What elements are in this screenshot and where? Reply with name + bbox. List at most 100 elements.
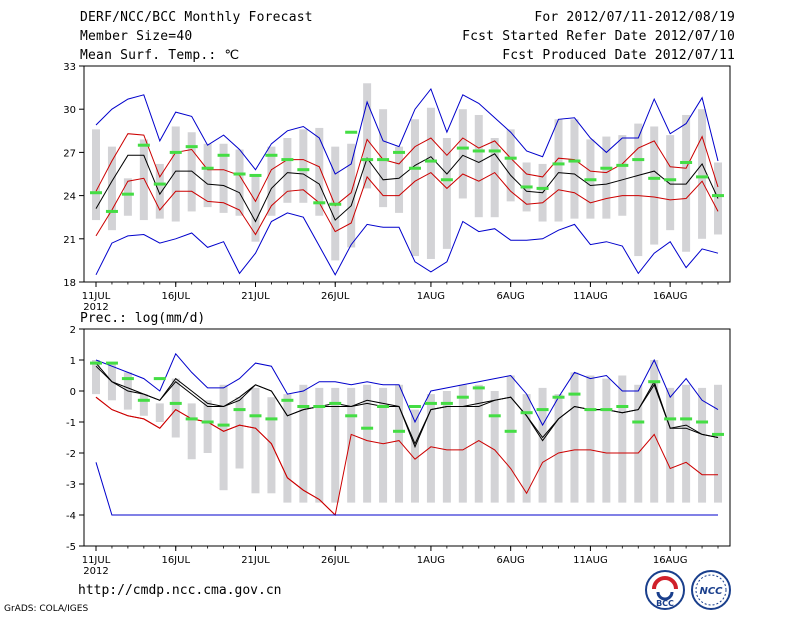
prec-spread-box (187, 403, 196, 460)
prec-panel: -5 -4 -3 -2 -1 0 1 2 11JUL 16JUL 21JUL 26JUL 1AUG 6AU… (66, 311, 731, 577)
prec-spread-box (283, 394, 292, 503)
temp-ensemble-mean-marker (520, 185, 533, 189)
prec-ensemble-mean-marker (632, 420, 645, 424)
prec-spread-box (299, 384, 308, 503)
chart-title: DERF/NCC/BCC Monthly Forecast (80, 10, 313, 25)
temp-ensemble-mean-marker (105, 209, 118, 213)
temp-ensemble-mean-marker (313, 201, 326, 205)
temp-spread-box (107, 146, 116, 231)
temp-spread-box (426, 107, 435, 259)
ncc-logo: NCC (690, 569, 732, 611)
prec-spread-box (363, 384, 372, 503)
temp-spread-box (203, 143, 212, 208)
prec-series-min (95, 462, 718, 516)
fcst-started-date: Fcst Started Refer Date 2012/07/10 (462, 29, 735, 44)
temp-ytick-label: 21 (63, 235, 76, 246)
prec-ensemble-mean-marker (121, 377, 134, 381)
prec-ensemble-mean-marker (472, 386, 485, 390)
prec-ensemble-mean-marker (233, 408, 246, 412)
temp-ensemble-mean-marker (568, 159, 581, 163)
temp-ensemble-mean-marker (456, 146, 469, 150)
temp-spread-box (570, 119, 579, 219)
temp-spread-box (474, 114, 483, 218)
prec-spread-box (92, 360, 100, 395)
prec-spread-box (586, 375, 595, 503)
prec-spread-box (235, 397, 244, 469)
ncc-logo-text: NCC (699, 586, 723, 597)
prec-ensemble-mean-marker (584, 408, 597, 412)
temp-ytick-label: 33 (63, 62, 76, 73)
bcc-logo-text: BCC (656, 599, 674, 608)
prec-ensemble-mean-marker (105, 361, 118, 365)
prec-spread-box (506, 375, 515, 503)
temp-ensemble-mean-marker (169, 150, 182, 154)
temp-xtick-label: 6AUG (497, 291, 525, 302)
temp-ytick-label: 18 (63, 278, 76, 289)
prec-spread-box (682, 384, 691, 503)
temp-ensemble-mean-marker (121, 192, 134, 196)
prec-spread-box (331, 387, 340, 503)
temp-ensemble-mean-marker (201, 166, 214, 170)
temp-ensemble-mean-marker (185, 145, 198, 149)
prec-spread-box (666, 387, 675, 503)
prec-ensemble-mean-marker (680, 417, 693, 421)
footer-url[interactable]: http://cmdp.ncc.cma.gov.cn (78, 583, 282, 598)
fcst-produced-date: Fcst Produced Date 2012/07/11 (502, 48, 735, 63)
prec-ensemble-mean-marker (552, 395, 565, 399)
temp-spread-box (490, 138, 499, 218)
temp-spread-box (235, 149, 244, 216)
temp-spread-box (299, 129, 308, 203)
prec-ytick-label: -4 (66, 511, 76, 522)
prec-ensemble-mean-marker (281, 398, 294, 402)
temp-xtick-label: 11JUL (82, 291, 111, 302)
temp-spread-box (410, 119, 419, 257)
prec-ytick-label: -3 (66, 480, 76, 491)
temp-spread-box (602, 136, 611, 219)
prec-ytick-label: 2 (70, 325, 76, 336)
prec-spread-box (395, 384, 404, 503)
temp-year-label: 2012 (83, 302, 108, 313)
temp-spread-box (506, 129, 515, 202)
prec-spread-box (474, 384, 483, 503)
temp-ensemble-mean-marker (488, 149, 501, 153)
prec-xtick-label: 21JUL (241, 555, 270, 566)
prec-spread-box (634, 384, 643, 503)
temp-series-upper (95, 133, 719, 207)
prec-ytick-label: -2 (66, 449, 76, 460)
prec-spread-box (347, 387, 356, 503)
prec-series-max (95, 352, 719, 427)
prec-ensemble-mean-marker (345, 414, 358, 418)
temp-ensemble-mean-marker (600, 166, 613, 170)
prec-ensemble-mean-marker (249, 414, 262, 418)
prec-ensemble-mean-marker (377, 405, 390, 408)
temp-ensemble-mean-marker (233, 172, 246, 176)
temp-ensemble-mean-marker (664, 178, 677, 182)
temp-spread-box (219, 143, 228, 213)
temp-xtick-label: 16JUL (161, 291, 190, 302)
temp-ensemble-mean-marker (345, 130, 358, 134)
prec-ensemble-mean-marker (217, 423, 230, 427)
temp-ensemble-mean-marker (536, 186, 549, 190)
prec-ensemble-mean-marker (568, 392, 581, 396)
member-size: Member Size=40 (80, 29, 193, 44)
temp-ensemble-mean-marker (265, 153, 278, 157)
prec-ensemble-mean-marker (265, 417, 278, 421)
prec-spread-box (219, 384, 228, 491)
prec-ensemble-mean-marker (201, 420, 214, 424)
temp-ensemble-mean-marker (440, 178, 453, 182)
prec-ensemble-mean-marker (313, 405, 326, 408)
temp-spread-box (554, 119, 563, 222)
prec-xtick-label: 16AUG (653, 555, 688, 566)
prec-spread-box (267, 397, 276, 494)
temp-spread-box (92, 129, 100, 221)
prec-ytick-label: -5 (66, 542, 76, 553)
prec-ensemble-mean-marker (153, 377, 166, 381)
temp-ensemble-mean-marker (137, 143, 150, 147)
prec-ensemble-mean-marker (329, 401, 342, 405)
temp-spread-box (139, 139, 148, 221)
temp-spread-box (395, 146, 404, 213)
prec-spread-box (155, 403, 164, 422)
temp-ensemble-mean-marker (361, 158, 374, 162)
prec-ensemble-mean-marker (137, 398, 150, 402)
temp-spread-box (634, 123, 643, 257)
